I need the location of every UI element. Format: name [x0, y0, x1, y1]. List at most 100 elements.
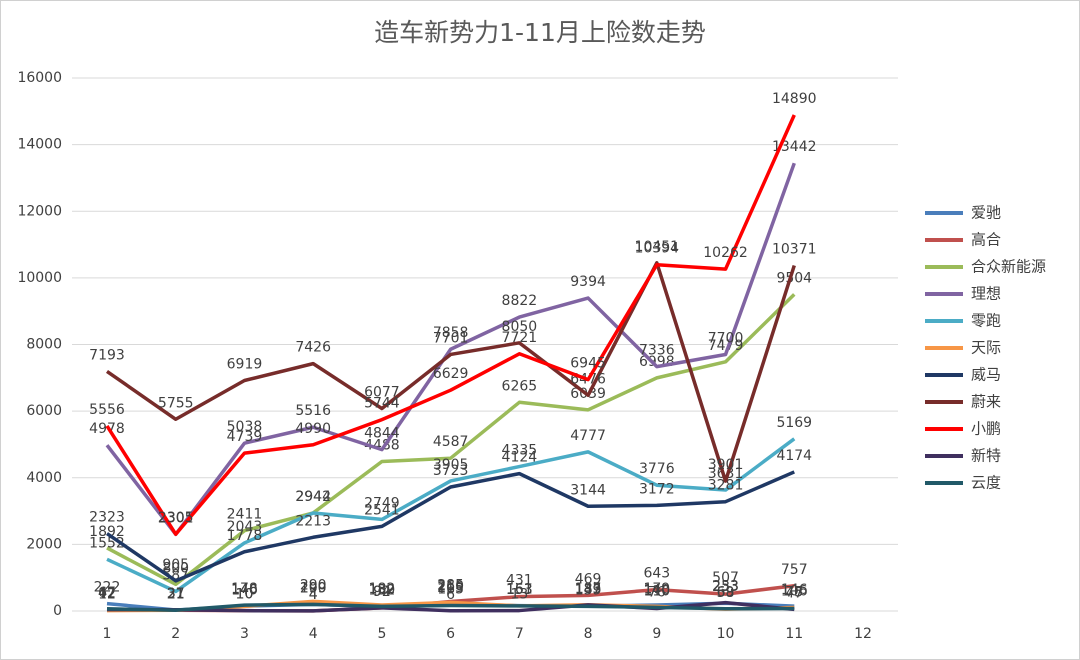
data-label: 3901 — [708, 457, 744, 473]
data-label: 8822 — [502, 293, 538, 309]
legend-label: 合众新能源 — [971, 258, 1046, 276]
data-label: 4174 — [776, 448, 812, 464]
data-label: 233 — [712, 579, 739, 595]
legend-label: 理想 — [971, 285, 1001, 303]
data-label: 14890 — [772, 91, 817, 107]
data-label: 21 — [167, 586, 185, 602]
data-label: 132 — [369, 583, 396, 599]
data-label: 10 — [236, 587, 254, 603]
data-label: 5169 — [776, 415, 812, 431]
data-label: 3776 — [639, 461, 675, 477]
data-label: 643 — [643, 566, 670, 582]
chart-title: 造车新势力1-11月上险数走势 — [374, 18, 706, 47]
data-label: 2305 — [158, 510, 194, 526]
x-tick-label: 1 — [103, 626, 112, 642]
x-tick-label: 2 — [171, 626, 180, 642]
data-label: 76 — [648, 584, 666, 600]
data-label: 6265 — [502, 378, 538, 394]
data-label: 12 — [98, 587, 116, 603]
data-label: 94 — [373, 584, 391, 600]
data-label: 10451 — [635, 239, 680, 255]
data-label: 905 — [162, 557, 189, 573]
data-label: 6077 — [364, 385, 400, 401]
data-label: 47 — [785, 585, 803, 601]
data-label: 106 — [781, 583, 808, 599]
data-label: 110 — [643, 583, 670, 599]
data-label: 5038 — [227, 419, 263, 435]
data-label: 2749 — [364, 495, 400, 511]
x-tick-label: 3 — [240, 626, 249, 642]
data-label: 2323 — [89, 510, 125, 526]
data-label: 140 — [643, 582, 670, 598]
data-label: 4587 — [433, 434, 469, 450]
data-label: 253 — [712, 579, 739, 595]
data-label: 4124 — [502, 450, 538, 466]
data-label: 7193 — [89, 347, 125, 363]
data-label: 165 — [437, 582, 464, 598]
data-label: 2043 — [227, 519, 263, 535]
data-label: 469 — [575, 571, 602, 587]
data-label: 7858 — [433, 325, 469, 341]
data-label: 10 — [236, 587, 254, 603]
legend-label: 高合 — [971, 231, 1001, 249]
legend-label: 云度 — [971, 474, 1001, 492]
data-label: 260 — [437, 578, 464, 594]
data-label: 146 — [231, 582, 258, 598]
y-tick-label: 4000 — [26, 470, 62, 486]
data-label: 13 — [510, 587, 528, 603]
x-tick-label: 10 — [717, 626, 735, 642]
data-label: 2944 — [295, 489, 331, 505]
y-tick-label: 10000 — [17, 270, 62, 286]
data-label: 7700 — [708, 330, 744, 346]
data-label: 4990 — [295, 421, 331, 437]
data-label: 7701 — [433, 330, 469, 346]
data-label: 4 — [309, 587, 318, 603]
data-label: 285 — [437, 578, 464, 594]
y-tick-label: 2000 — [26, 536, 62, 552]
series-line — [105, 261, 796, 483]
data-label: 3144 — [570, 482, 606, 498]
data-label: 153 — [506, 582, 533, 598]
data-label: 7721 — [502, 330, 538, 346]
data-label: 3281 — [708, 478, 744, 494]
data-label: 507 — [712, 570, 739, 586]
x-tick-label: 12 — [854, 626, 872, 642]
data-label: 2541 — [364, 502, 400, 518]
legend-label: 零跑 — [971, 312, 1001, 330]
data-label: 161 — [506, 582, 533, 598]
data-label: 9504 — [776, 270, 812, 286]
data-label: 5556 — [89, 402, 125, 418]
data-label: 1778 — [227, 528, 263, 544]
data-label: 6945 — [570, 356, 606, 372]
data-label: 4 — [309, 587, 318, 603]
data-label: 2213 — [295, 513, 331, 529]
data-label: 178 — [231, 581, 258, 597]
data-label: 3631 — [708, 466, 744, 482]
data-label: 200 — [300, 580, 327, 596]
data-label: 290 — [300, 577, 327, 593]
data-label: 757 — [781, 562, 808, 578]
data-label: 9394 — [570, 274, 606, 290]
data-label: 21 — [167, 586, 185, 602]
data-label: 42 — [98, 586, 116, 602]
data-label: 4844 — [364, 426, 400, 442]
data-label: 10394 — [635, 241, 680, 257]
data-label: 10371 — [772, 242, 817, 258]
data-label: 6629 — [433, 366, 469, 382]
y-tick-label: 12000 — [17, 203, 62, 219]
y-tick-label: 14000 — [17, 137, 62, 153]
data-label: 6919 — [227, 357, 263, 373]
legend-label: 威马 — [971, 366, 1001, 384]
data-label: 58 — [717, 585, 735, 601]
series-line — [105, 114, 796, 536]
data-label: 2942 — [295, 489, 331, 505]
x-tick-label: 5 — [377, 626, 386, 642]
legend-label: 爱驰 — [971, 204, 1001, 222]
data-label: 199 — [300, 580, 327, 596]
data-label: 800 — [162, 560, 189, 576]
x-tick-label: 7 — [515, 626, 524, 642]
data-label: 6 — [446, 587, 455, 603]
y-tick-label: 16000 — [17, 70, 62, 86]
data-label: 4777 — [570, 428, 606, 444]
